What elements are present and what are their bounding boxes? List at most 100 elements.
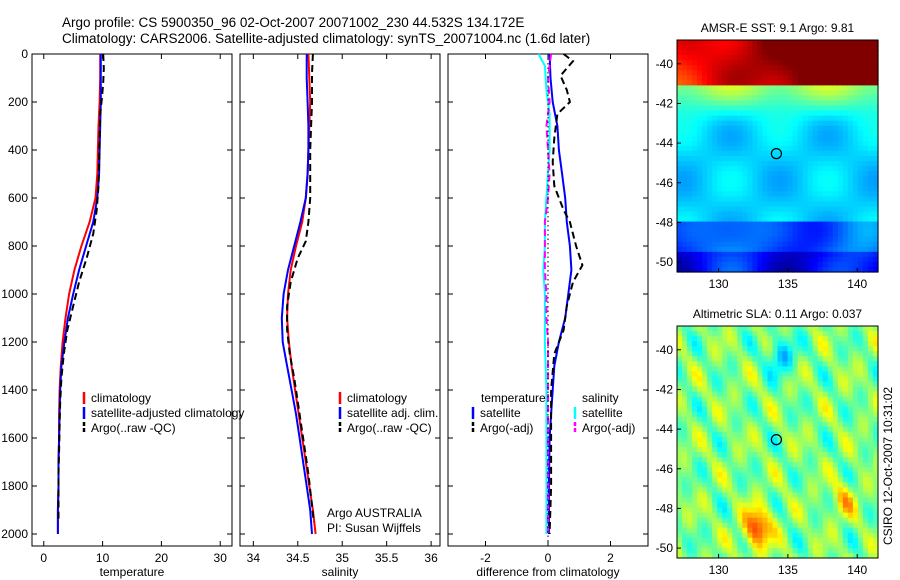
heatmap-cell xyxy=(792,60,799,66)
heatmap-cell xyxy=(737,120,743,127)
heatmap-cell xyxy=(842,70,849,76)
heatmap-cell xyxy=(777,401,784,408)
heatmap-cell xyxy=(727,356,733,362)
heatmap-cell xyxy=(762,140,769,147)
heatmap-cell xyxy=(712,507,718,514)
heatmap-cell xyxy=(852,371,859,378)
heatmap-cell xyxy=(687,125,693,132)
heatmap-cell xyxy=(797,452,804,458)
heatmap-cell xyxy=(852,537,859,544)
heatmap-cell xyxy=(762,522,769,529)
heatmap-cell xyxy=(722,396,728,403)
heatmap-cell xyxy=(857,532,864,539)
heatmap-cell xyxy=(762,346,769,352)
heatmap-cell xyxy=(702,166,708,172)
heatmap-cell xyxy=(792,110,799,117)
heatmap-cell xyxy=(827,507,834,514)
heatmap-cell xyxy=(747,507,753,514)
heatmap-cell xyxy=(837,351,844,357)
map-heatmap-cells xyxy=(677,40,879,273)
heatmap-cell xyxy=(822,326,829,332)
heatmap-cell xyxy=(822,351,829,357)
heatmap-cell xyxy=(722,55,728,61)
heatmap-cell xyxy=(862,527,869,534)
heatmap-cell xyxy=(792,401,799,408)
heatmap-cell xyxy=(757,361,764,367)
heatmap-cell xyxy=(682,467,688,473)
heatmap-cell xyxy=(677,221,683,228)
heatmap-cell xyxy=(787,110,794,117)
heatmap-cell xyxy=(787,196,794,202)
y-tick-label: -48 xyxy=(656,215,674,229)
heatmap-cell xyxy=(782,50,789,56)
heatmap-cell xyxy=(802,426,809,433)
heatmap-cell xyxy=(762,186,769,192)
heatmap-cell xyxy=(697,542,703,549)
heatmap-cell xyxy=(867,60,874,66)
heatmap-cell xyxy=(862,477,869,483)
heatmap-cell xyxy=(792,135,799,142)
heatmap-cell xyxy=(857,85,864,92)
heatmap-cell xyxy=(852,421,859,428)
heatmap-cell xyxy=(857,547,864,554)
heatmap-cell xyxy=(702,376,708,383)
heatmap-cell xyxy=(677,346,683,352)
heatmap-cell xyxy=(812,226,819,233)
heatmap-cell xyxy=(702,85,708,92)
heatmap-cell xyxy=(687,331,693,337)
heatmap-cell xyxy=(827,411,834,418)
heatmap-cell xyxy=(757,522,764,529)
heatmap-cell xyxy=(847,376,854,383)
heatmap-cell xyxy=(707,80,713,86)
heatmap-cell xyxy=(707,381,713,388)
heatmap-cell xyxy=(747,100,753,107)
heatmap-cell xyxy=(682,105,688,112)
heatmap-cell xyxy=(717,216,723,223)
heatmap-cell xyxy=(817,542,824,549)
heatmap-cell xyxy=(852,140,859,147)
heatmap-cell xyxy=(807,100,814,107)
heatmap-cell xyxy=(822,201,829,208)
heatmap-cell xyxy=(837,150,844,157)
heatmap-cell xyxy=(782,421,789,428)
heatmap-cell xyxy=(847,341,854,347)
heatmap-cell xyxy=(847,246,854,253)
heatmap-cell xyxy=(852,542,859,549)
heatmap-cell xyxy=(767,467,774,473)
heatmap-cell xyxy=(867,366,874,372)
heatmap-cell xyxy=(687,211,693,218)
heatmap-cell xyxy=(782,462,789,468)
heatmap-cell xyxy=(822,181,829,187)
heatmap-cell xyxy=(837,206,844,213)
heatmap-cell xyxy=(677,502,683,509)
heatmap-cell xyxy=(687,45,693,51)
heatmap-cell xyxy=(702,221,708,228)
heatmap-cell xyxy=(837,161,844,167)
heatmap-cell xyxy=(872,381,879,388)
heatmap-cell xyxy=(867,482,874,488)
heatmap-cell xyxy=(787,396,794,403)
heatmap-cell xyxy=(847,150,854,157)
heatmap-cell xyxy=(757,366,764,372)
heatmap-cell xyxy=(837,477,844,483)
heatmap-cell xyxy=(692,336,698,342)
heatmap-cell xyxy=(787,156,794,162)
heatmap-cell xyxy=(722,391,728,398)
heatmap-cell xyxy=(872,361,879,367)
heatmap-cell xyxy=(802,130,809,137)
heatmap-cell xyxy=(837,226,844,233)
heatmap-cell xyxy=(712,166,718,172)
heatmap-cell xyxy=(747,145,753,152)
heatmap-cell xyxy=(807,361,814,367)
heatmap-cell xyxy=(782,431,789,438)
heatmap-cell xyxy=(722,472,728,478)
heatmap-cell xyxy=(802,186,809,192)
heatmap-cell xyxy=(832,45,839,51)
heatmap-cell xyxy=(802,135,809,142)
heatmap-cell xyxy=(792,75,799,81)
heatmap-cell xyxy=(742,161,748,167)
heatmap-cell xyxy=(727,436,733,443)
heatmap-cell xyxy=(767,135,774,142)
heatmap-cell xyxy=(687,502,693,509)
